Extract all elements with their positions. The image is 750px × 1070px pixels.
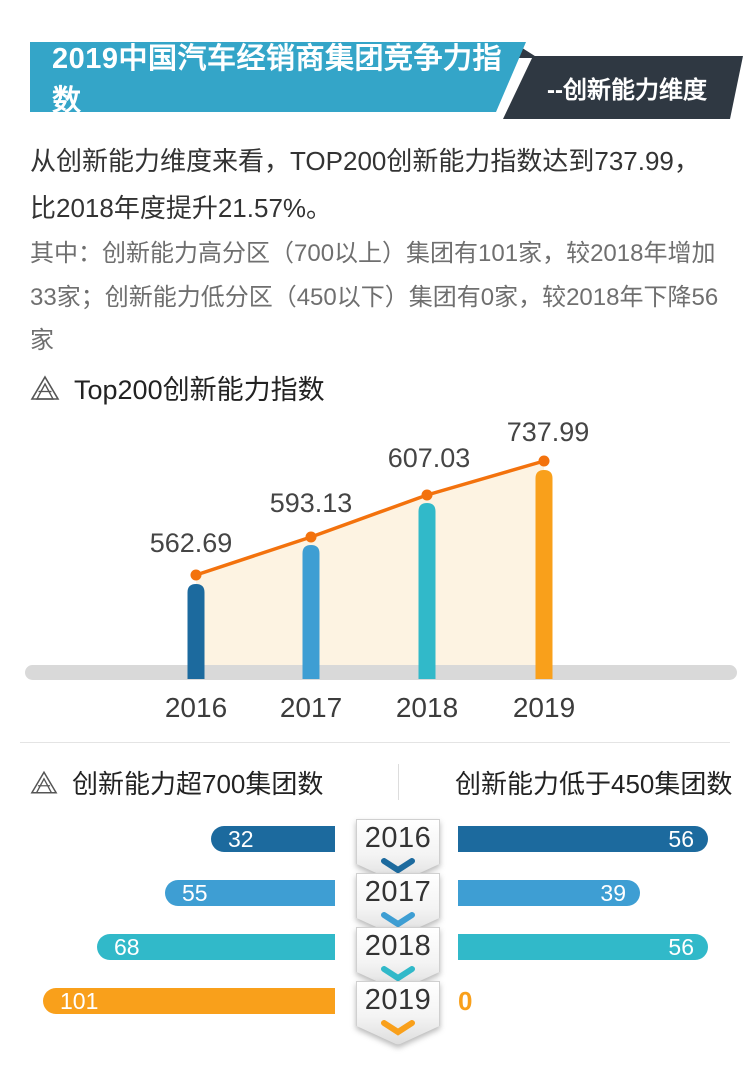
value-label-2016: 562.69 — [149, 528, 233, 558]
point-2017 — [305, 531, 317, 543]
year-badge-2017: 2017 — [356, 873, 440, 937]
title-divider — [398, 764, 399, 800]
right-value-2018: 56 — [668, 934, 694, 960]
index-chart-title: Top200创新能力指数 — [30, 368, 325, 407]
value-label-2018: 607.03 — [387, 443, 471, 473]
chevron-down-icon — [381, 912, 415, 928]
left-value-2017: 55 — [182, 880, 208, 906]
axis-label-2016: 2016 — [164, 692, 228, 723]
bar-2017 — [302, 545, 320, 679]
left-bar-2018: 68 — [97, 934, 335, 960]
left-bar-2019: 101 — [43, 988, 335, 1014]
area-fill — [196, 461, 544, 665]
badge-year: 2016 — [364, 822, 432, 854]
mountain-icon — [30, 374, 60, 400]
header-sub-banner: --创新能力维度 — [503, 56, 743, 119]
value-label-2017: 593.13 — [269, 488, 353, 518]
right-zero-value-2019: 0 — [458, 986, 473, 1016]
index-chart-title-text: Top200创新能力指数 — [74, 375, 325, 405]
right-chart-title-text: 创新能力低于450集团数 — [455, 769, 733, 799]
badge-year: 2017 — [364, 876, 432, 908]
axis-label-2017: 2017 — [279, 692, 343, 723]
chevron-down-icon — [381, 966, 415, 982]
header-banner: 2019中国汽车经销商集团竞争力指数 — [30, 42, 526, 112]
left-bar-2016: 32 — [211, 826, 335, 852]
point-2018 — [421, 489, 433, 501]
chevron-down-icon — [381, 858, 415, 874]
left-bar-2017: 55 — [165, 880, 335, 906]
point-2019 — [538, 455, 550, 467]
trend-line — [195, 459, 545, 577]
right-value-2017: 39 — [600, 880, 626, 906]
index-trend-chart — [25, 455, 737, 680]
year-badge-2018: 2018 — [356, 927, 440, 991]
section-divider — [20, 742, 730, 743]
page-title: 2019中国汽车经销商集团竞争力指数 — [52, 43, 503, 117]
left-chart-title-text: 创新能力超700集团数 — [72, 769, 324, 799]
badge-year: 2018 — [364, 930, 432, 962]
bar-2016 — [187, 584, 205, 679]
bar-2019 — [535, 470, 553, 679]
left-chart-title: 创新能力超700集团数 — [30, 764, 323, 801]
right-bar-2016: 56 — [458, 826, 708, 852]
mountain-icon — [30, 770, 58, 794]
bar-2018 — [418, 503, 436, 679]
year-badge-2019: 2019 — [356, 981, 440, 1045]
left-value-2019: 101 — [60, 988, 99, 1014]
point-2016 — [190, 569, 202, 581]
summary-paragraph: 从创新能力维度来看，TOP200创新能力指数达到737.99，比2018年度提升… — [30, 146, 700, 223]
left-value-2016: 32 — [228, 826, 254, 852]
value-label-2019: 737.99 — [506, 417, 590, 447]
page-subtitle: --创新能力维度 — [547, 77, 707, 104]
right-chart-title: 创新能力低于450集团数 — [455, 764, 732, 801]
badge-year: 2019 — [364, 984, 432, 1016]
year-badge-2016: 2016 — [356, 819, 440, 883]
detail-paragraph: 其中：创新能力高分区（700以上）集团有101家，较2018年增加33家；创新能… — [30, 240, 719, 355]
left-value-2018: 68 — [114, 934, 140, 960]
x-axis-baseline — [25, 665, 737, 680]
right-bar-2017: 39 — [458, 880, 640, 906]
axis-label-2018: 2018 — [395, 692, 459, 723]
right-value-2016: 56 — [668, 826, 694, 852]
chevron-down-icon — [381, 1020, 415, 1036]
right-bar-2018: 56 — [458, 934, 708, 960]
axis-label-2019: 2019 — [512, 692, 576, 723]
